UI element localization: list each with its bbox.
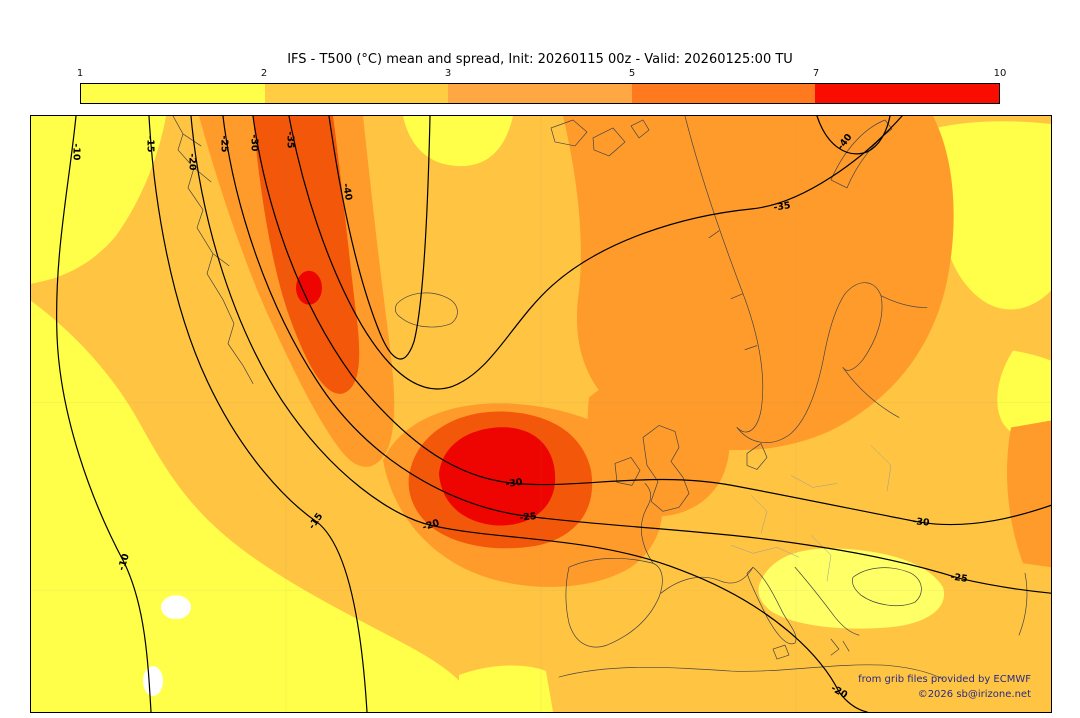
credits: from grib files provided by ECMWF ©2026 … bbox=[858, 672, 1031, 702]
contour-label: -25 bbox=[519, 511, 537, 524]
contour-label: -15 bbox=[144, 135, 155, 152]
spread-region-yellow bbox=[31, 116, 1051, 712]
map-svg: -10 -15-20-25 -30 -35-40-40-35-30-25-20-15-… bbox=[31, 116, 1051, 712]
contour-label: -30 bbox=[505, 477, 524, 490]
colorbar-tick: 10 bbox=[993, 68, 1007, 79]
coastlines bbox=[172, 116, 1028, 680]
contour-label: -35 bbox=[284, 131, 295, 148]
contour-label: -35 bbox=[773, 200, 792, 213]
colorbar-segment bbox=[264, 84, 449, 103]
contour-label: -40 bbox=[340, 182, 354, 201]
country-borders bbox=[730, 445, 892, 582]
chart-title: IFS - T500 (°C) mean and spread, Init: 2… bbox=[287, 52, 793, 67]
colorbar-tick: 2 bbox=[260, 68, 268, 79]
contour-label: -25 bbox=[950, 572, 969, 585]
graticule bbox=[31, 116, 1051, 712]
colorbar-tick: 7 bbox=[812, 68, 820, 79]
contour-label: -30 bbox=[912, 516, 931, 529]
contour-minus-40-right bbox=[816, 116, 891, 155]
contour-minus-10 bbox=[56, 116, 152, 712]
contour-minus-40-left bbox=[328, 116, 431, 360]
colorbar-bar bbox=[80, 83, 1000, 104]
contour-label: -25 bbox=[218, 135, 229, 152]
spread-region-white bbox=[143, 595, 191, 697]
contour-minus-15 bbox=[148, 116, 368, 712]
contour-label: -20 bbox=[186, 153, 197, 171]
copyright-credit: ©2026 sb@irizone.net bbox=[917, 689, 1031, 700]
contour-minus-20 bbox=[190, 116, 868, 712]
colorbar-tick: 5 bbox=[628, 68, 636, 79]
colorbar-tick: 3 bbox=[444, 68, 452, 79]
contour-label: -30 bbox=[248, 134, 259, 152]
data-source-credit: from grib files provided by ECMWF bbox=[858, 674, 1031, 685]
colorbar-tick: 1 bbox=[76, 68, 84, 79]
colorbar-segment bbox=[815, 84, 999, 103]
contour-label: -10 bbox=[116, 552, 132, 572]
colorbar-segment bbox=[81, 84, 265, 103]
colorbar-segment bbox=[448, 84, 632, 103]
colorbar: 1 2 3 5 7 10 bbox=[76, 68, 1007, 108]
spread-region-red bbox=[296, 270, 556, 526]
contour-minus-35 bbox=[288, 116, 903, 390]
contour-label: -20 bbox=[421, 517, 441, 533]
map-panel: -10 -15 -20 -25 -30 -35 -40 -40 -35 -30 -25 -20 -15-… bbox=[30, 115, 1052, 713]
contour-minus-25 bbox=[222, 116, 1051, 594]
contour-minus-30 bbox=[252, 116, 1051, 526]
colorbar-ticks: 1 2 3 5 7 10 bbox=[76, 68, 1007, 81]
mean-contours bbox=[56, 116, 1051, 712]
contour-label: -10 bbox=[70, 143, 81, 161]
colorbar-segment bbox=[631, 84, 816, 103]
